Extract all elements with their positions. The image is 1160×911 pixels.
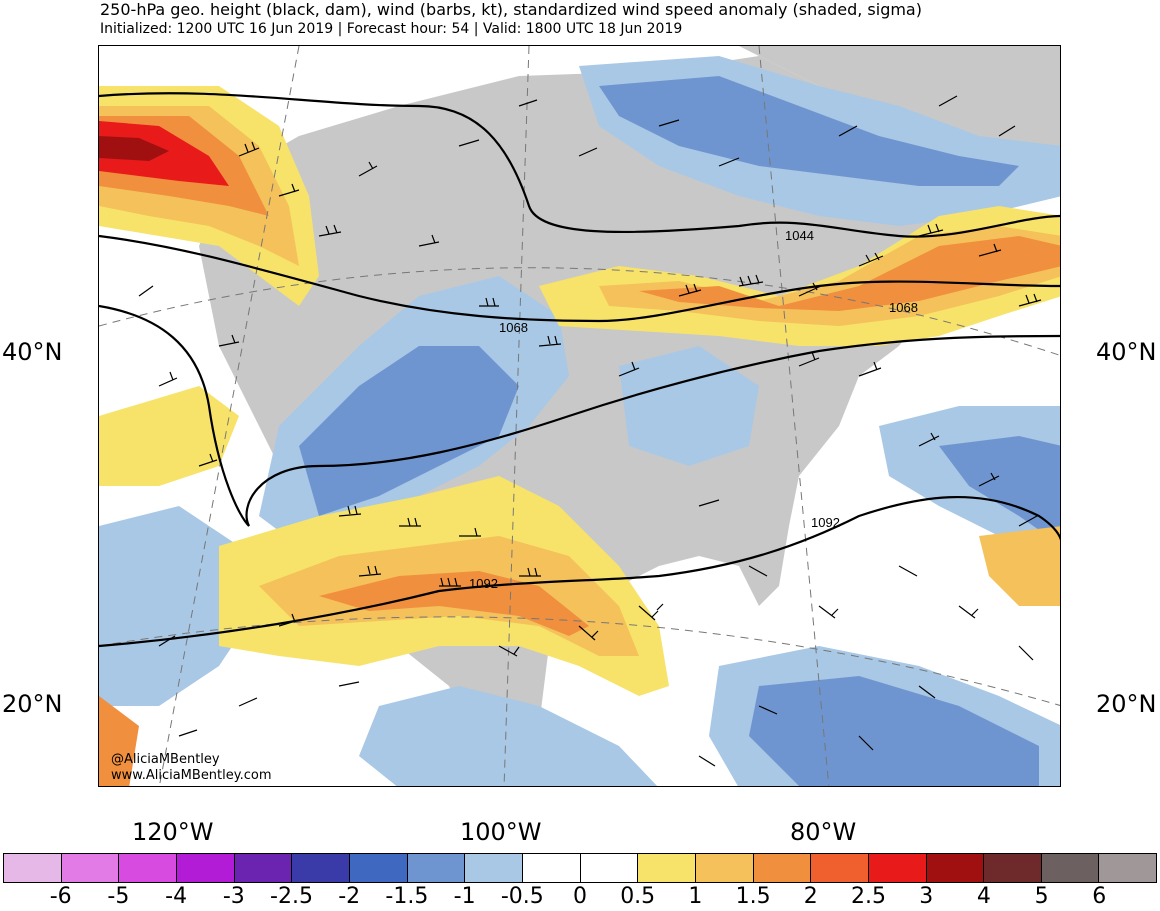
colorbar-swatch: [349, 854, 408, 882]
lat-label-20n-right: 20°N: [1096, 690, 1157, 718]
lat-label-40n-left: 40°N: [2, 338, 63, 366]
contour-label-1068-east: 1068: [889, 300, 918, 315]
anomaly-positive-pacific: [99, 386, 239, 486]
colorbar-tick-label: 1: [688, 884, 703, 909]
lat-label-40n-right: 40°N: [1096, 338, 1157, 366]
colorbar-tick-label: -2.5: [270, 884, 313, 909]
colorbar-tick-label: 5: [1034, 884, 1049, 909]
colorbar-tick-label: 3: [919, 884, 934, 909]
colorbar-swatch: [1099, 854, 1157, 882]
contour-label-1044: 1044: [785, 228, 814, 243]
anomaly-positive-southern-jet-orange: [319, 571, 589, 636]
lon-label-100w: 100°W: [460, 818, 542, 846]
colorbar-tick-label: -0.5: [500, 884, 544, 909]
colorbar-swatch: [1041, 854, 1100, 882]
colorbar-swatch: [4, 854, 62, 882]
colorbar-swatch: [753, 854, 812, 882]
colorbar-swatch: [176, 854, 235, 882]
colorbar-tick-label: -5: [107, 884, 130, 909]
anomaly-blue-northeast-core: [599, 76, 1019, 186]
anomaly-blue-gulf: [359, 686, 658, 786]
wind-barbs: [138, 95, 1042, 767]
anomaly-positive-jet-northeast-orange: [639, 236, 1060, 311]
colorbar-tick-label: -4: [165, 884, 188, 909]
colorbar-swatch: [465, 854, 523, 882]
colorbar-swatch: [407, 854, 466, 882]
colorbar-tick-label: -2: [338, 884, 361, 909]
colorbar-swatch: [811, 854, 869, 882]
contour-label-1092-west: 1092: [469, 576, 498, 591]
credit-website: www.AliciaMBentley.com: [111, 768, 272, 783]
colorbar-swatch: [638, 854, 696, 882]
anomaly-positive-northwest-darkred: [99, 136, 169, 161]
anomaly-positive-southwest-corner: [99, 696, 139, 786]
graticule: [99, 46, 1060, 786]
anomaly-blue-atlantic-core: [939, 436, 1060, 545]
colorbar-tick-label: -1.5: [385, 884, 429, 909]
colorbar-tick-label: 2: [803, 884, 818, 909]
colorbar: [3, 853, 1157, 883]
map-subtitle: Initialized: 1200 UTC 16 Jun 2019 | Fore…: [100, 21, 683, 37]
colorbar-tick-label: 4: [976, 884, 991, 909]
contour-label-1092-east: 1092: [811, 515, 840, 530]
map-canvas: 1044 1068 1068 1092 1092: [99, 46, 1060, 786]
credit-handle: @AliciaMBentley: [111, 752, 220, 767]
colorbar-swatch: [984, 854, 1042, 882]
colorbar-tick-label: 0: [573, 884, 587, 909]
map-title: 250-hPa geo. height (black, dam), wind (…: [100, 0, 922, 19]
colorbar-tick-label: -1: [453, 884, 476, 909]
lon-label-80w: 80°W: [790, 818, 857, 846]
contour-label-1068-west: 1068: [499, 320, 528, 335]
colorbar-tick-label: -3: [222, 884, 245, 909]
colorbar-swatch: [61, 854, 120, 882]
colorbar-swatch: [119, 854, 177, 882]
map-panel: 1044 1068 1068 1092 1092 @AliciaMBentley…: [98, 45, 1061, 787]
anomaly-blue-west-core: [299, 346, 519, 516]
lon-label-120w: 120°W: [132, 818, 214, 846]
colorbar-swatch: [522, 854, 581, 882]
colorbar-swatch: [868, 854, 927, 882]
colorbar-swatch: [580, 854, 639, 882]
anomaly-blue-midwest: [619, 346, 759, 466]
lat-label-20n-left: 20°N: [2, 690, 63, 718]
anomaly-positive-atlantic-se: [979, 526, 1060, 606]
colorbar-tick-label: 6: [1092, 884, 1107, 909]
colorbar-tick-label: -6: [49, 884, 72, 909]
colorbar-swatch: [926, 854, 985, 882]
colorbar-swatch: [234, 854, 293, 882]
colorbar-tick-label: 1.5: [735, 884, 771, 909]
height-contours: [99, 92, 1060, 648]
colorbar-swatch: [292, 854, 350, 882]
colorbar-tick-label: 0.5: [620, 884, 656, 909]
colorbar-swatch: [695, 854, 754, 882]
colorbar-tick-label: 2.5: [851, 884, 886, 909]
